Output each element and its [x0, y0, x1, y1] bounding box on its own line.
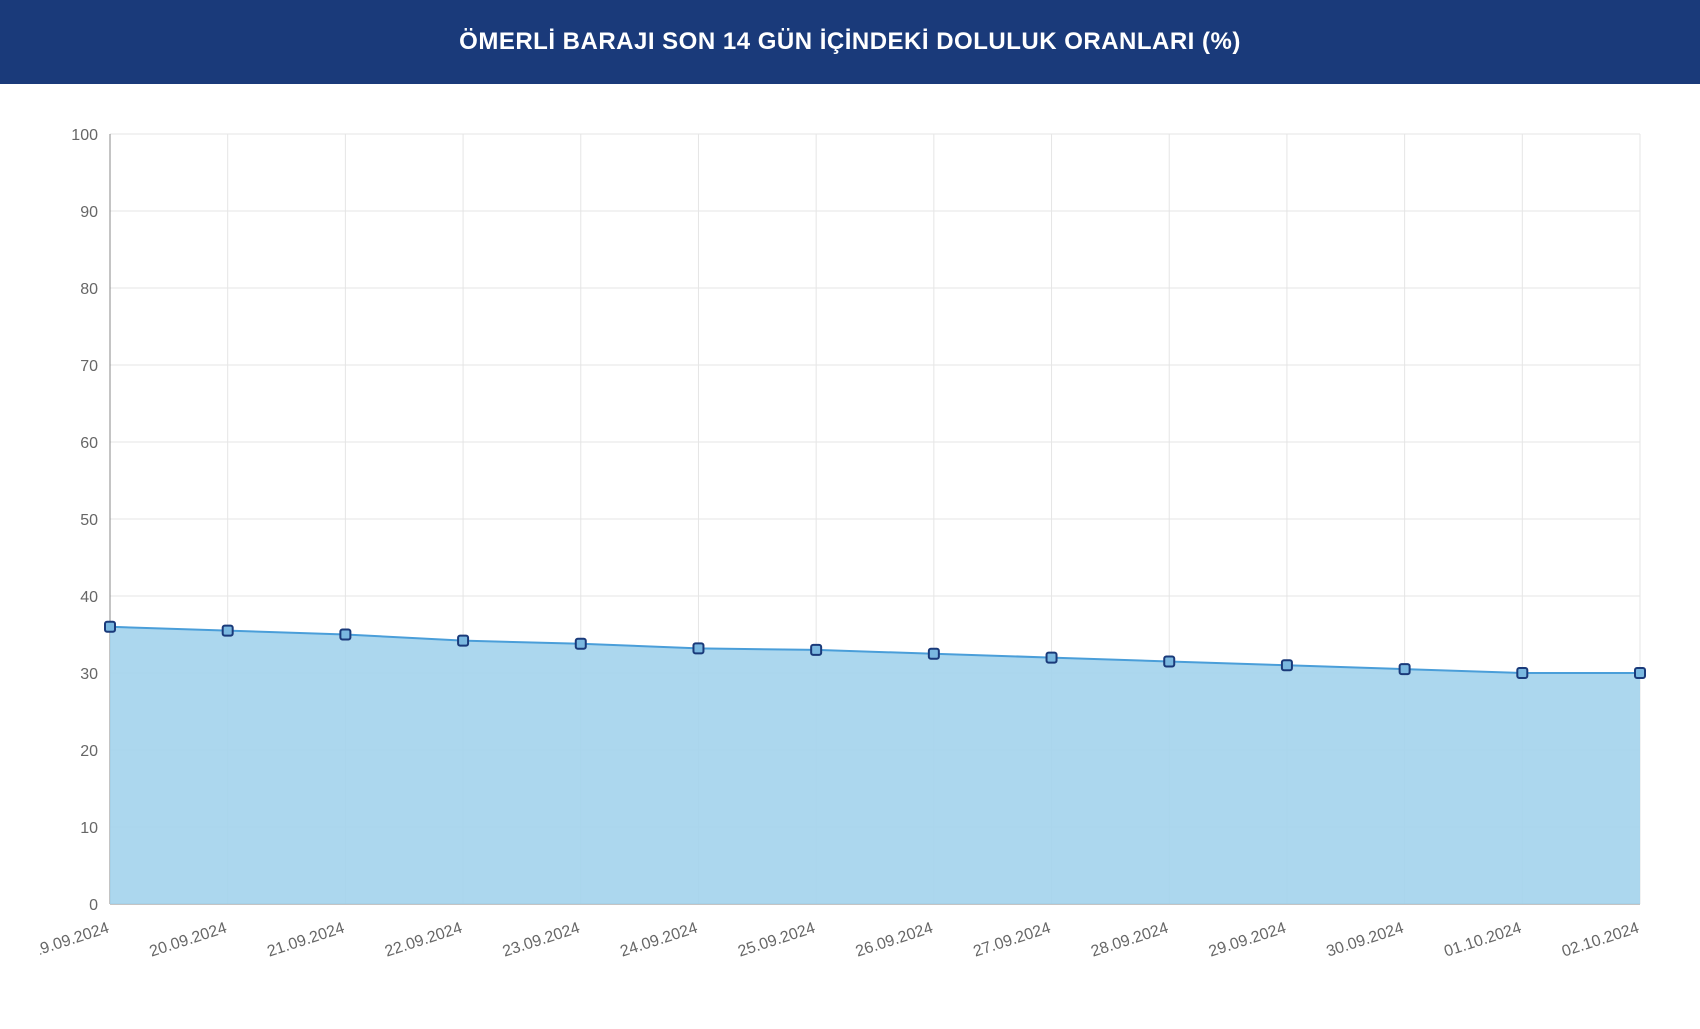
chart-header: ÖMERLİ BARAJI SON 14 GÜN İÇİNDEKİ DOLULU… [0, 0, 1700, 84]
svg-text:40: 40 [80, 589, 98, 606]
svg-text:10: 10 [80, 820, 98, 837]
chart-title: ÖMERLİ BARAJI SON 14 GÜN İÇİNDEKİ DOLULU… [20, 28, 1680, 56]
svg-text:70: 70 [80, 358, 98, 375]
svg-text:20: 20 [80, 743, 98, 760]
svg-text:0: 0 [89, 897, 98, 914]
chart-container: 010203040506070809010019.09.202420.09.20… [40, 114, 1660, 994]
svg-text:60: 60 [80, 435, 98, 452]
svg-text:100: 100 [71, 127, 98, 144]
area-chart: 010203040506070809010019.09.202420.09.20… [40, 114, 1660, 994]
svg-text:90: 90 [80, 204, 98, 221]
svg-text:30: 30 [80, 666, 98, 683]
svg-text:80: 80 [80, 281, 98, 298]
svg-text:50: 50 [80, 512, 98, 529]
